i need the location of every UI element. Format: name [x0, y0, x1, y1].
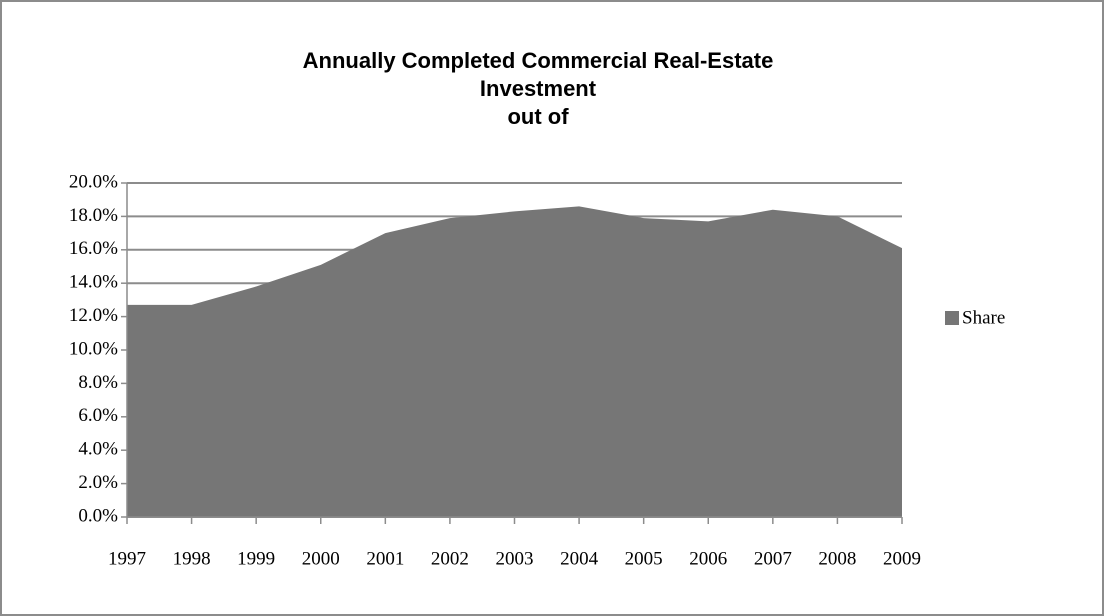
x-tick-label: 2001 [366, 548, 404, 569]
y-tick-label: 0.0% [78, 505, 118, 526]
y-tick-label: 12.0% [69, 305, 118, 326]
x-tick-label: 2002 [431, 548, 469, 569]
x-tick-label: 2004 [560, 548, 599, 569]
x-tick-label: 2000 [302, 548, 340, 569]
x-tick-label: 2007 [754, 548, 792, 569]
x-tick-label: 1997 [108, 548, 146, 569]
x-tick-label: 2006 [689, 548, 727, 569]
y-tick-label: 6.0% [78, 405, 118, 426]
y-tick-label: 20.0% [69, 171, 118, 192]
x-tick-label: 2009 [883, 548, 921, 569]
legend-swatch [945, 311, 959, 325]
chart-title: out of [507, 104, 569, 129]
y-tick-label: 2.0% [78, 472, 118, 493]
x-tick-label: 1999 [237, 548, 275, 569]
y-tick-label: 16.0% [69, 238, 118, 259]
x-tick-label: 2008 [818, 548, 856, 569]
area [127, 206, 902, 517]
y-tick-label: 18.0% [69, 205, 118, 226]
y-tick-label: 4.0% [78, 439, 118, 460]
legend-label: Share [962, 307, 1005, 328]
y-tick-label: 10.0% [69, 338, 118, 359]
x-tick-label: 1998 [173, 548, 211, 569]
chart-title: Investment [480, 76, 597, 101]
y-tick-label: 14.0% [69, 272, 118, 293]
chart-title: Annually Completed Commercial Real-Estat… [303, 48, 774, 73]
x-tick-label: 2005 [625, 548, 663, 569]
x-tick-label: 2003 [496, 548, 534, 569]
y-tick-label: 8.0% [78, 372, 118, 393]
